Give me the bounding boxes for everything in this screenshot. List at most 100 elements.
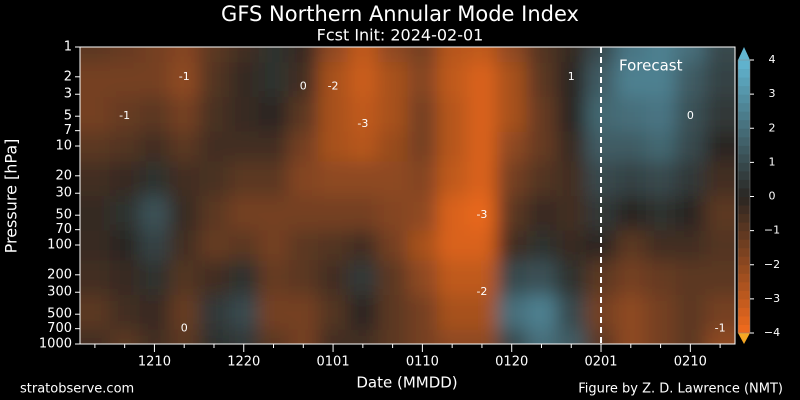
cell bbox=[556, 47, 587, 63]
cell bbox=[347, 47, 379, 63]
colorbar-tick-label: −2 bbox=[764, 258, 780, 271]
cell bbox=[169, 329, 200, 344]
cell bbox=[228, 230, 260, 261]
cell bbox=[437, 96, 468, 132]
cell bbox=[318, 195, 349, 231]
cell bbox=[199, 294, 230, 330]
y-tick-label: 10 bbox=[55, 139, 72, 154]
cell bbox=[288, 131, 319, 162]
cell bbox=[437, 294, 468, 330]
cell bbox=[467, 294, 498, 330]
cell bbox=[318, 329, 349, 344]
cell bbox=[586, 131, 617, 162]
cell bbox=[675, 329, 706, 344]
cell bbox=[109, 230, 141, 261]
cell bbox=[169, 259, 200, 295]
cell bbox=[705, 230, 735, 261]
cell bbox=[199, 329, 230, 344]
cell bbox=[437, 259, 468, 295]
cell bbox=[318, 47, 349, 63]
cell bbox=[139, 160, 170, 196]
cell bbox=[705, 61, 735, 97]
colorbar-tick-label: −4 bbox=[764, 326, 780, 339]
cell bbox=[258, 96, 289, 132]
cell bbox=[109, 131, 141, 162]
cell bbox=[675, 96, 706, 132]
cell bbox=[169, 160, 200, 196]
y-tick-label: 70 bbox=[55, 222, 72, 237]
y-tick-label: 7 bbox=[64, 123, 72, 138]
x-tick-label: 1210 bbox=[138, 355, 171, 370]
cell bbox=[109, 47, 141, 63]
cell bbox=[347, 195, 379, 231]
cell bbox=[109, 294, 141, 330]
cell bbox=[675, 160, 706, 196]
colorbar-step bbox=[738, 162, 750, 172]
cell bbox=[615, 230, 647, 261]
cell bbox=[377, 259, 408, 295]
cell bbox=[526, 294, 557, 330]
cell bbox=[496, 195, 528, 231]
cell bbox=[347, 131, 379, 162]
colorbar-step bbox=[738, 239, 750, 249]
colorbar-extend-high bbox=[738, 47, 750, 60]
cell bbox=[377, 294, 408, 330]
colorbar-step bbox=[738, 170, 750, 180]
y-tick-label: 1000 bbox=[39, 337, 72, 352]
y-tick-label: 2 bbox=[64, 69, 72, 84]
cell bbox=[377, 47, 408, 63]
cell bbox=[705, 47, 735, 63]
cell bbox=[556, 160, 587, 196]
colorbar-step bbox=[738, 298, 750, 308]
cell bbox=[526, 329, 557, 344]
colorbar-tick-label: 1 bbox=[769, 155, 776, 168]
colorbar-step bbox=[738, 273, 750, 283]
contour-label: 1 bbox=[568, 70, 575, 83]
cell bbox=[645, 96, 676, 132]
cell bbox=[169, 96, 200, 132]
cell bbox=[228, 131, 260, 162]
cell bbox=[228, 329, 260, 344]
cell bbox=[139, 294, 170, 330]
cell bbox=[199, 96, 230, 132]
cell bbox=[288, 195, 319, 231]
cell bbox=[109, 61, 141, 97]
cell bbox=[407, 61, 438, 97]
cell bbox=[675, 259, 706, 295]
cell bbox=[347, 294, 379, 330]
colorbar-step bbox=[738, 247, 750, 257]
cell bbox=[615, 131, 647, 162]
cell bbox=[407, 96, 438, 132]
cell bbox=[199, 61, 230, 97]
x-tick-label: 0110 bbox=[406, 355, 439, 370]
cell bbox=[526, 195, 557, 231]
cell bbox=[228, 160, 260, 196]
colorbar-step bbox=[738, 324, 750, 334]
cell bbox=[437, 230, 468, 261]
cell bbox=[645, 259, 676, 295]
cell bbox=[615, 195, 647, 231]
cell bbox=[556, 61, 587, 97]
cell bbox=[467, 329, 498, 344]
cell bbox=[377, 329, 408, 344]
cell bbox=[705, 96, 735, 132]
cell bbox=[80, 96, 111, 132]
cell bbox=[347, 259, 379, 295]
cell bbox=[258, 230, 289, 261]
y-tick-label: 20 bbox=[55, 168, 72, 183]
cell bbox=[258, 160, 289, 196]
cell bbox=[675, 195, 706, 231]
cell bbox=[288, 47, 319, 63]
colorbar-tick-label: 3 bbox=[769, 87, 776, 100]
colorbar-step bbox=[738, 264, 750, 274]
cell bbox=[169, 294, 200, 330]
cell bbox=[228, 294, 260, 330]
cell bbox=[407, 131, 438, 162]
cell bbox=[437, 61, 468, 97]
cell bbox=[496, 96, 528, 132]
y-tick-label: 30 bbox=[55, 186, 72, 201]
cell bbox=[377, 160, 408, 196]
cell bbox=[615, 47, 647, 63]
cell bbox=[258, 294, 289, 330]
cell bbox=[169, 195, 200, 231]
